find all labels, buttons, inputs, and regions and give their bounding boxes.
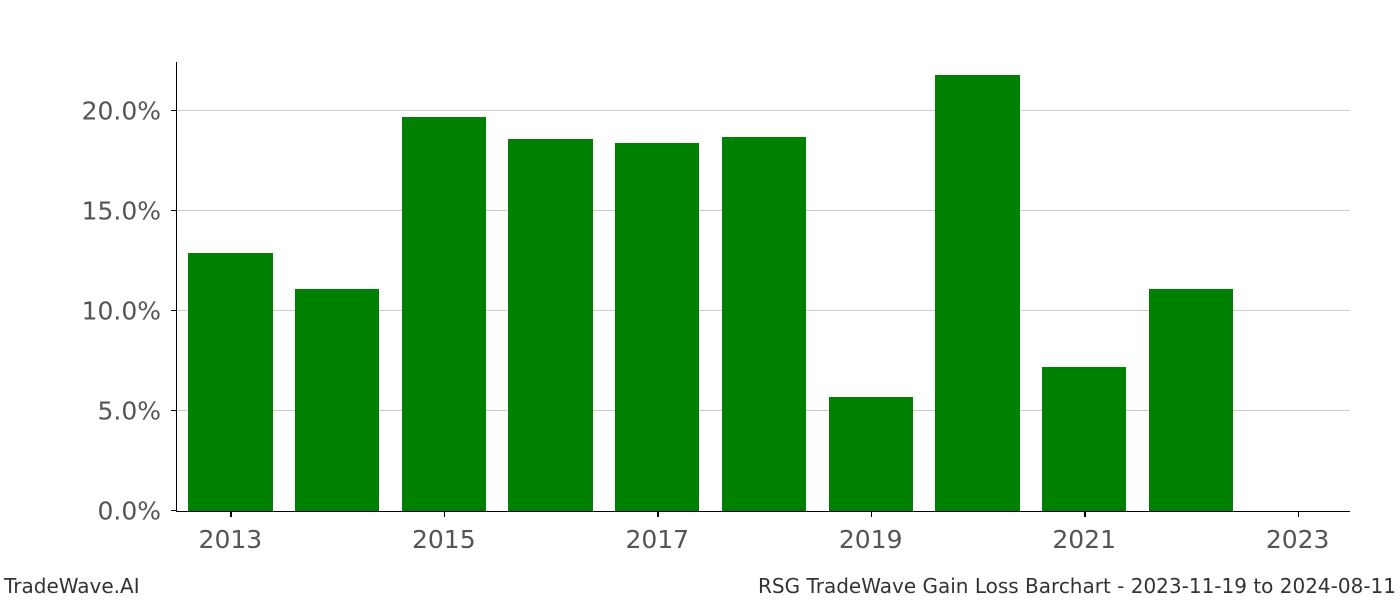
x-tick-label: 2013	[199, 511, 263, 554]
y-tick-label: 15.0%	[82, 197, 177, 226]
bar	[295, 289, 379, 511]
footer-left-text: TradeWave.AI	[4, 574, 140, 598]
bar	[1042, 367, 1126, 511]
bar	[615, 143, 699, 511]
y-tick-label: 0.0%	[97, 497, 177, 526]
y-tick-label: 20.0%	[82, 97, 177, 126]
bar-chart-plot-area: 0.0%5.0%10.0%15.0%20.0%20132015201720192…	[176, 62, 1350, 512]
bar	[935, 75, 1019, 511]
x-tick-label: 2015	[412, 511, 476, 554]
x-tick-label: 2023	[1266, 511, 1330, 554]
bar	[508, 139, 592, 511]
y-tick-label: 10.0%	[82, 297, 177, 326]
x-tick-label: 2019	[839, 511, 903, 554]
bar	[188, 253, 272, 511]
y-tick-label: 5.0%	[97, 397, 177, 426]
bar	[1149, 289, 1233, 511]
x-tick-label: 2017	[625, 511, 689, 554]
bar	[829, 397, 913, 511]
grid-line	[177, 110, 1350, 111]
bar	[722, 137, 806, 511]
bar	[402, 117, 486, 511]
footer-right-text: RSG TradeWave Gain Loss Barchart - 2023-…	[758, 574, 1396, 598]
x-tick-label: 2021	[1052, 511, 1116, 554]
